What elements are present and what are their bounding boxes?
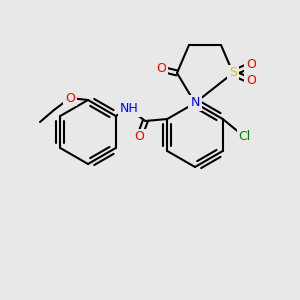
Text: NH: NH <box>120 103 139 116</box>
Text: O: O <box>246 58 256 71</box>
Text: S: S <box>229 67 237 80</box>
Text: O: O <box>65 92 75 104</box>
Text: N: N <box>190 97 200 110</box>
Text: Cl: Cl <box>238 130 251 143</box>
Text: O: O <box>156 62 166 76</box>
Text: O: O <box>134 130 144 143</box>
Text: O: O <box>246 74 256 88</box>
